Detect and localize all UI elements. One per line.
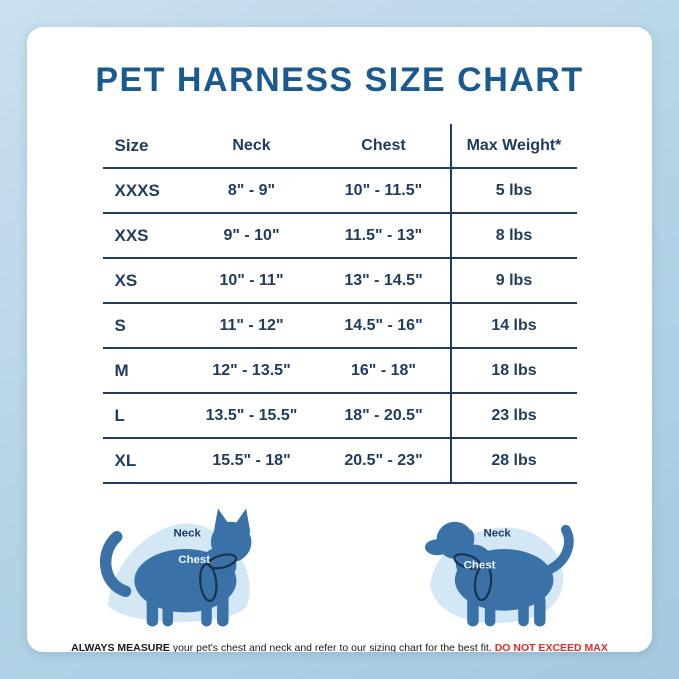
weight-cell: 8 lbs (449, 213, 577, 259)
weight-cell: 18 lbs (449, 348, 577, 394)
measurement-diagrams: Neck Chest (27, 498, 652, 630)
chest-cell: 13" - 14.5" (317, 258, 451, 304)
dog-chest-label: Chest (464, 559, 496, 571)
size-cell: XL (102, 438, 186, 484)
size-cell: M (102, 348, 186, 394)
chest-cell: 16" - 18" (317, 348, 451, 394)
size-chart-table: Size Neck Chest Max Weight* XXXS 8" - 9"… (102, 124, 577, 484)
footer-note: ALWAYS MEASURE your pet's chest and neck… (27, 640, 652, 652)
neck-cell: 11" - 12" (185, 303, 318, 349)
neck-cell: 8" - 9" (185, 168, 318, 214)
table-row: L 13.5" - 15.5" 18" - 20.5" 23 lbs (102, 393, 577, 439)
size-cell: XS (102, 258, 186, 304)
cat-chest-label: Chest (178, 554, 210, 566)
neck-cell: 13.5" - 15.5" (185, 393, 318, 439)
table-row: XL 15.5" - 18" 20.5" - 23" 28 lbs (102, 438, 577, 484)
always-measure-text: ALWAYS MEASURE (71, 642, 170, 652)
footer-line1-body: your pet's chest and neck and refer to o… (169, 642, 495, 652)
chest-cell: 20.5" - 23" (317, 438, 451, 484)
header-size: Size (102, 124, 186, 169)
cat-harness-straps (199, 553, 238, 602)
weight-cell: 14 lbs (449, 303, 577, 349)
dog-figure-svg: Neck Chest (424, 521, 574, 627)
dog-neck-label: Neck (483, 528, 511, 540)
table-row: XS 10" - 11" 13" - 14.5" 9 lbs (102, 258, 577, 304)
weight-cell: 28 lbs (449, 438, 577, 484)
neck-cell: 10" - 11" (185, 258, 318, 304)
table-row: M 12" - 13.5" 16" - 18" 18 lbs (102, 348, 577, 394)
size-cell: XXXS (102, 168, 186, 214)
chest-cell: 11.5" - 13" (317, 213, 451, 259)
weight-cell: 23 lbs (449, 393, 577, 439)
cat-illustration: Neck Chest (83, 498, 279, 630)
neck-cell: 12" - 13.5" (185, 348, 318, 394)
header-max-weight: Max Weight* (449, 124, 577, 169)
header-neck: Neck (185, 124, 318, 169)
dog-harness-straps (453, 553, 493, 602)
chest-cell: 14.5" - 16" (317, 303, 451, 349)
size-chart-card: PET HARNESS SIZE CHART Size Neck Chest M… (27, 27, 652, 652)
table-row: XXXS 8" - 9" 10" - 11.5" 5 lbs (102, 168, 577, 214)
cat-silhouette (99, 508, 252, 627)
cat-neck-label: Neck (173, 528, 201, 540)
cat-figure-svg: Neck Chest (99, 508, 252, 627)
table-row: S 11" - 12" 14.5" - 16" 14 lbs (102, 303, 577, 349)
chest-cell: 10" - 11.5" (317, 168, 451, 214)
neck-cell: 9" - 10" (185, 213, 318, 259)
chest-cell: 18" - 20.5" (317, 393, 451, 439)
weight-cell: 9 lbs (449, 258, 577, 304)
table-row: XXS 9" - 10" 11.5" - 13" 8 lbs (102, 213, 577, 259)
weight-cell: 5 lbs (449, 168, 577, 214)
footer-line-1: ALWAYS MEASURE your pet's chest and neck… (55, 640, 624, 652)
header-chest: Chest (317, 124, 451, 169)
size-cell: L (102, 393, 186, 439)
dog-illustration: Neck Chest (400, 498, 596, 630)
size-cell: XXS (102, 213, 186, 259)
table-header-row: Size Neck Chest Max Weight* (102, 124, 577, 169)
page-title: PET HARNESS SIZE CHART (95, 61, 584, 99)
max-weight-warning: DO NOT EXCEED MAX WEIGHT! (494, 642, 608, 652)
neck-cell: 15.5" - 18" (185, 438, 318, 484)
size-cell: S (102, 303, 186, 349)
